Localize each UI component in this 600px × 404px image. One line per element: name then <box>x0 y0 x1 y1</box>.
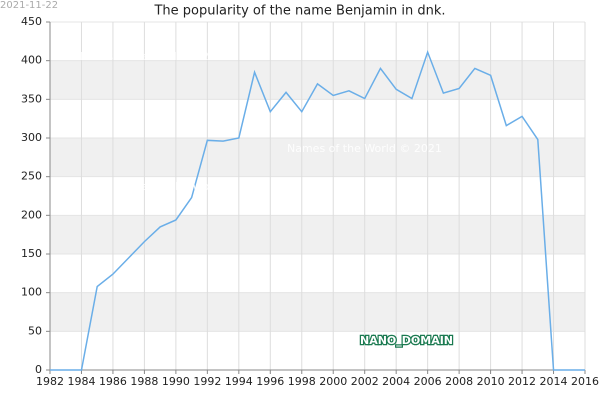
x-tick-label: 2000 <box>319 375 347 388</box>
grid-band <box>50 138 585 177</box>
grid-band <box>50 60 585 100</box>
y-tick-label: 300 <box>21 131 42 144</box>
y-tick-label: 50 <box>28 324 42 337</box>
x-tick-label: 2010 <box>477 375 505 388</box>
y-tick-label: 450 <box>21 15 42 28</box>
x-tick-label: 2016 <box>571 375 599 388</box>
y-tick-label: 200 <box>21 208 42 221</box>
y-tick-label: 250 <box>21 170 42 183</box>
x-tick-label: 1990 <box>162 375 190 388</box>
badge: NANO_DOMAIN <box>360 334 453 347</box>
x-tick-label: 1998 <box>288 375 316 388</box>
grid-band <box>50 215 585 254</box>
x-tick-label: 1988 <box>130 375 158 388</box>
x-tick-label: 2008 <box>445 375 473 388</box>
y-tick-label: 150 <box>21 247 42 260</box>
y-tick-label: 350 <box>21 92 42 105</box>
grid-band <box>50 292 585 332</box>
x-tick-label: 1996 <box>256 375 284 388</box>
x-tick-label: 1992 <box>193 375 221 388</box>
chart-title: The popularity of the name Benjamin in d… <box>153 4 445 19</box>
y-tick-label: 400 <box>21 54 42 67</box>
y-tick-label: 0 <box>35 363 42 376</box>
x-tick-label: 1982 <box>36 375 64 388</box>
y-tick-label: 100 <box>21 286 42 299</box>
x-tick-label: 2002 <box>351 375 379 388</box>
watermark: Names of the World © 2021 <box>287 142 442 155</box>
x-tick-label: 2012 <box>508 375 536 388</box>
x-tick-label: 1994 <box>225 375 253 388</box>
x-tick-label: 2006 <box>414 375 442 388</box>
watermark: Names of the World © 2021 <box>75 50 230 63</box>
watermark: Names of the World © 2021 <box>115 180 270 193</box>
date-stamp: 2021-11-22 <box>0 0 58 11</box>
line-series <box>50 49 585 371</box>
x-tick-label: 2014 <box>540 375 568 388</box>
x-tick-label: 1984 <box>67 375 95 388</box>
x-tick-label: 2004 <box>382 375 410 388</box>
x-tick-label: 1986 <box>99 375 127 388</box>
